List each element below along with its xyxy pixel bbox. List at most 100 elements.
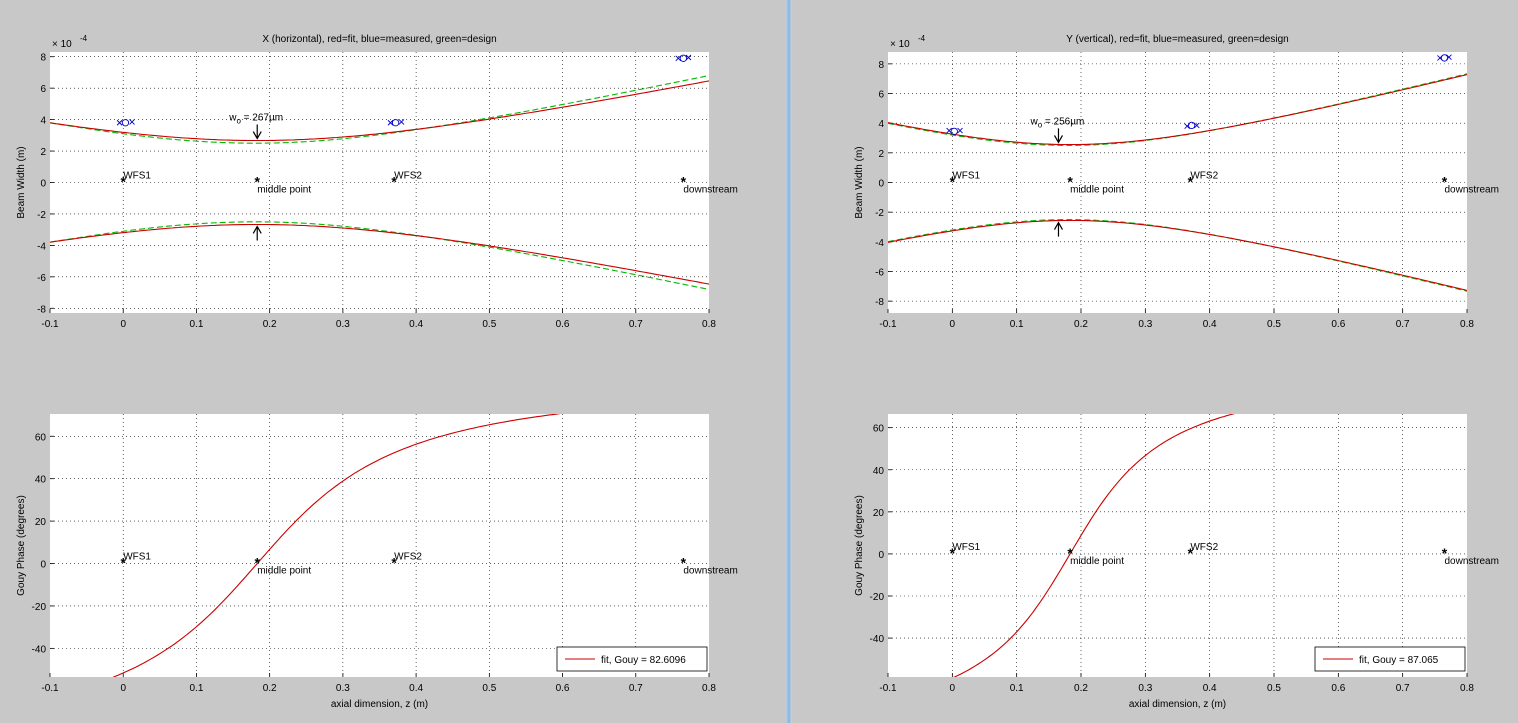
- y-beam-measured-point: [950, 127, 958, 135]
- y-gouy-marker-label: WFS2: [1190, 542, 1218, 553]
- y-beam-marker-label: downstream: [1444, 185, 1498, 196]
- y-gouy-ytick-label: 0: [878, 550, 884, 561]
- y-beam-fit-upper: [888, 74, 1467, 146]
- x-gouy-xtick-label: 0.2: [263, 683, 277, 694]
- x-beam-measured-point: [685, 54, 692, 61]
- y-gouy-xlabel: axial dimension, z (m): [1129, 699, 1226, 710]
- y-beam-marker-label: middle point: [1070, 185, 1124, 196]
- y-gouy-xtick-label: 0.6: [1331, 683, 1345, 694]
- x-gouy-xtick-label: 0: [120, 683, 126, 694]
- y-gouy-legend-label: fit, Gouy = 87.065: [1359, 655, 1439, 666]
- x-beam-measured-point: [398, 119, 405, 125]
- y-gouy-xtick-label: -0.1: [879, 683, 897, 694]
- y-beam-xtick-label: 0: [950, 319, 956, 330]
- x-beam-marker-star: *: [681, 174, 687, 190]
- x-beam-design-upper: [50, 74, 709, 144]
- x-beam-xtick-label: -0.1: [41, 319, 59, 330]
- x-gouy-ytick-label: -40: [32, 644, 47, 655]
- x-beam-marker-star: *: [391, 174, 397, 190]
- x-beam-ytick-label: -6: [37, 273, 46, 284]
- y-beam-marker-label: WFS2: [1190, 171, 1218, 182]
- y-beam-marker-star: *: [1188, 174, 1194, 190]
- x-beam-marker-label: downstream: [683, 185, 737, 196]
- y-beam-ytick-label: 4: [878, 119, 884, 130]
- y-gouy-ytick-label: 40: [873, 466, 885, 477]
- x-beam-waist-arrow-upper: [252, 124, 262, 140]
- y-beam-waist-label: wo = 256µm: [1029, 116, 1084, 129]
- y-beam-waist-arrow-lower: [1053, 221, 1064, 237]
- x-beam-marker-label: middle point: [257, 185, 311, 196]
- y-beam-xtick-label: 0.4: [1203, 319, 1217, 330]
- x-beam-marker-label: WFS2: [394, 171, 422, 182]
- x-beam-xtick-label: 0.7: [629, 319, 643, 330]
- y-gouy-ylabel: Gouy Phase (degrees): [854, 495, 865, 596]
- x-beam-xtick-label: 0.3: [336, 319, 350, 330]
- x-beam-fit-lower: [50, 223, 709, 285]
- y-beam-ytick-label: 6: [878, 90, 884, 101]
- x-beam-xtick-label: 0.8: [702, 319, 716, 330]
- y-beam-xtick-label: 0.2: [1074, 319, 1088, 330]
- y-gouy-marker-label: WFS1: [952, 542, 980, 553]
- x-beam-xtick-label: 0.4: [409, 319, 423, 330]
- x-gouy-xtick-label: 0.5: [482, 683, 496, 694]
- y-gouy-marker-star: *: [1188, 545, 1194, 561]
- y-gouy-xtick-label: 0.4: [1203, 683, 1217, 694]
- y-beam-xtick-label: 0.3: [1138, 319, 1152, 330]
- x-gouy-marker-star: *: [391, 555, 397, 571]
- x-gouy-marker-star: *: [681, 555, 687, 571]
- x-beam-curves: [50, 74, 709, 291]
- x-gouy-xlabel: axial dimension, z (m): [331, 699, 428, 710]
- window-divider: [786, 0, 792, 723]
- x-beam-ytick-label: 0: [40, 179, 46, 190]
- y-beam-measured-point: [1193, 122, 1200, 129]
- y-beam-marker-star: *: [1067, 174, 1073, 190]
- y-beam-ytick-label: -4: [875, 238, 884, 249]
- x-gouy-ytick-label: 40: [35, 475, 47, 486]
- x-gouy-xtick-label: 0.8: [702, 683, 716, 694]
- y-gouy-marker-star: *: [1442, 545, 1448, 561]
- figure-window-y: -0.1 0 0.1 0.2 0.3 0.4 0.5 0.6 0.7 0.8 -8 -6 -4 -2 0 2 4…: [792, 0, 1518, 723]
- x-beam-ytick-label: -2: [37, 210, 46, 221]
- x-beam-fit-upper: [50, 80, 709, 142]
- y-gouy-xtick-label: 0.1: [1010, 683, 1024, 694]
- x-beam-measured-point: [387, 119, 394, 126]
- y-gouy-ytick-label: -40: [870, 634, 885, 645]
- y-gouy-xtick-label: 0.2: [1074, 683, 1088, 694]
- x-beam-ytick-label: 8: [40, 53, 46, 64]
- x-beam-plot-area: [50, 52, 709, 313]
- y-beam-xtick-label: -0.1: [879, 319, 897, 330]
- x-gouy-ytick-label: -20: [32, 602, 47, 613]
- x-beam-measured-point: [116, 119, 123, 126]
- x-beam-exponent: × 10: [52, 39, 72, 50]
- y-gouy-fit-curve: [953, 414, 1235, 677]
- x-beam-xtick-label: 0.5: [482, 319, 496, 330]
- y-beam-ytick-label: -8: [875, 297, 884, 308]
- x-beam-marker-star: *: [254, 174, 260, 190]
- x-beam-design-lower: [50, 221, 709, 291]
- x-chart-title: X (horizontal), red=fit, blue=measured, …: [262, 34, 496, 45]
- x-gouy-xtick-label: 0.4: [409, 683, 423, 694]
- y-beam-exponent-power: -4: [918, 34, 926, 43]
- y-beam-ylabel: Beam Width (m): [854, 146, 865, 218]
- x-gouy-marker-label: WFS1: [123, 552, 151, 563]
- y-beam-ytick-label: 0: [878, 179, 884, 190]
- y-beam-marker-label: WFS1: [952, 171, 980, 182]
- y-gouy-xtick-label: 0: [950, 683, 956, 694]
- y-beam-xtick-label: 0.8: [1460, 319, 1474, 330]
- y-gouy-xtick-label: 0.5: [1267, 683, 1281, 694]
- x-beam-ytick-label: -8: [37, 304, 46, 315]
- y-beam-xtick-label: 0.5: [1267, 319, 1281, 330]
- y-gouy-xtick-label: 0.8: [1460, 683, 1474, 694]
- y-chart-title: Y (vertical), red=fit, blue=measured, gr…: [1066, 34, 1288, 45]
- y-figure-canvas: -0.1 0 0.1 0.2 0.3 0.4 0.5 0.6 0.7 0.8-8-6-4-2024…: [854, 34, 1499, 710]
- x-gouy-marker-star: *: [120, 555, 126, 571]
- y-beam-measured-point: [1188, 121, 1196, 130]
- x-gouy-ytick-label: 0: [40, 560, 46, 571]
- y-beam-xtick-label: 0.6: [1331, 319, 1345, 330]
- y-gouy-curves: [953, 414, 1235, 677]
- y-gouy-ytick-label: 60: [873, 424, 885, 435]
- x-gouy-marker-label: WFS2: [394, 552, 422, 563]
- y-gouy-xtick-label: 0.3: [1138, 683, 1152, 694]
- x-gouy-marker-label: middle point: [257, 566, 311, 577]
- y-beam-marker-star: *: [950, 174, 956, 190]
